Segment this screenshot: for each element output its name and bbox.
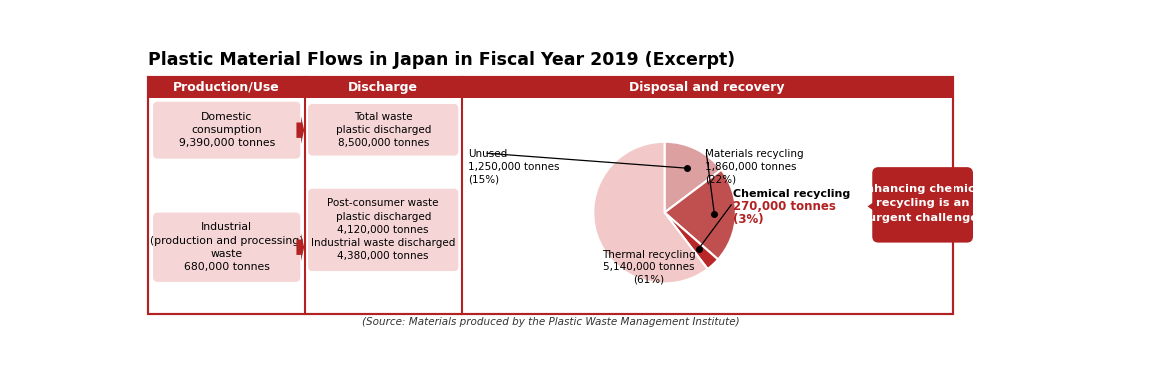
Text: Industrial
(production and processing)
waste
680,000 tonnes: Industrial (production and processing) w… (150, 222, 304, 272)
Text: 270,000 tonnes: 270,000 tonnes (733, 200, 836, 213)
Wedge shape (665, 142, 721, 213)
Polygon shape (297, 116, 304, 144)
Text: Enhancing chemical
recycling is an
urgent challenge: Enhancing chemical recycling is an urgen… (858, 184, 987, 223)
FancyBboxPatch shape (305, 77, 461, 98)
Text: Plastic Material Flows in Japan in Fiscal Year 2019 (Excerpt): Plastic Material Flows in Japan in Fisca… (148, 51, 736, 69)
FancyBboxPatch shape (148, 77, 953, 314)
Text: Domestic
consumption
9,390,000 tonnes: Domestic consumption 9,390,000 tonnes (178, 112, 275, 149)
Wedge shape (665, 170, 736, 259)
Text: Unused
1,250,000 tonnes
(15%): Unused 1,250,000 tonnes (15%) (468, 149, 559, 184)
FancyBboxPatch shape (153, 213, 300, 282)
Text: Disposal and recovery: Disposal and recovery (629, 81, 785, 94)
Text: (Source: Materials produced by the Plastic Waste Management Institute): (Source: Materials produced by the Plast… (362, 317, 739, 327)
Text: Chemical recycling: Chemical recycling (733, 189, 850, 199)
FancyBboxPatch shape (872, 167, 973, 243)
Polygon shape (867, 196, 882, 216)
FancyBboxPatch shape (148, 77, 305, 98)
Text: Production/Use: Production/Use (174, 81, 281, 94)
FancyBboxPatch shape (308, 104, 459, 156)
Text: Discharge: Discharge (348, 81, 419, 94)
FancyBboxPatch shape (308, 189, 459, 271)
Text: (3%): (3%) (733, 213, 764, 226)
Text: Materials recycling
1,860,000 tonnes
(22%): Materials recycling 1,860,000 tonnes (22… (705, 149, 804, 184)
FancyBboxPatch shape (153, 102, 300, 159)
Text: Post-consumer waste
plastic discharged
4,120,000 tonnes
Industrial waste dischar: Post-consumer waste plastic discharged 4… (310, 199, 455, 261)
FancyBboxPatch shape (461, 77, 953, 98)
Wedge shape (593, 142, 707, 283)
Text: Total waste
plastic discharged
8,500,000 tonnes: Total waste plastic discharged 8,500,000… (336, 111, 431, 148)
Wedge shape (665, 213, 718, 269)
Text: Thermal recycling
5,140,000 tonnes
(61%): Thermal recycling 5,140,000 tonnes (61%) (603, 249, 696, 284)
Polygon shape (297, 233, 304, 261)
